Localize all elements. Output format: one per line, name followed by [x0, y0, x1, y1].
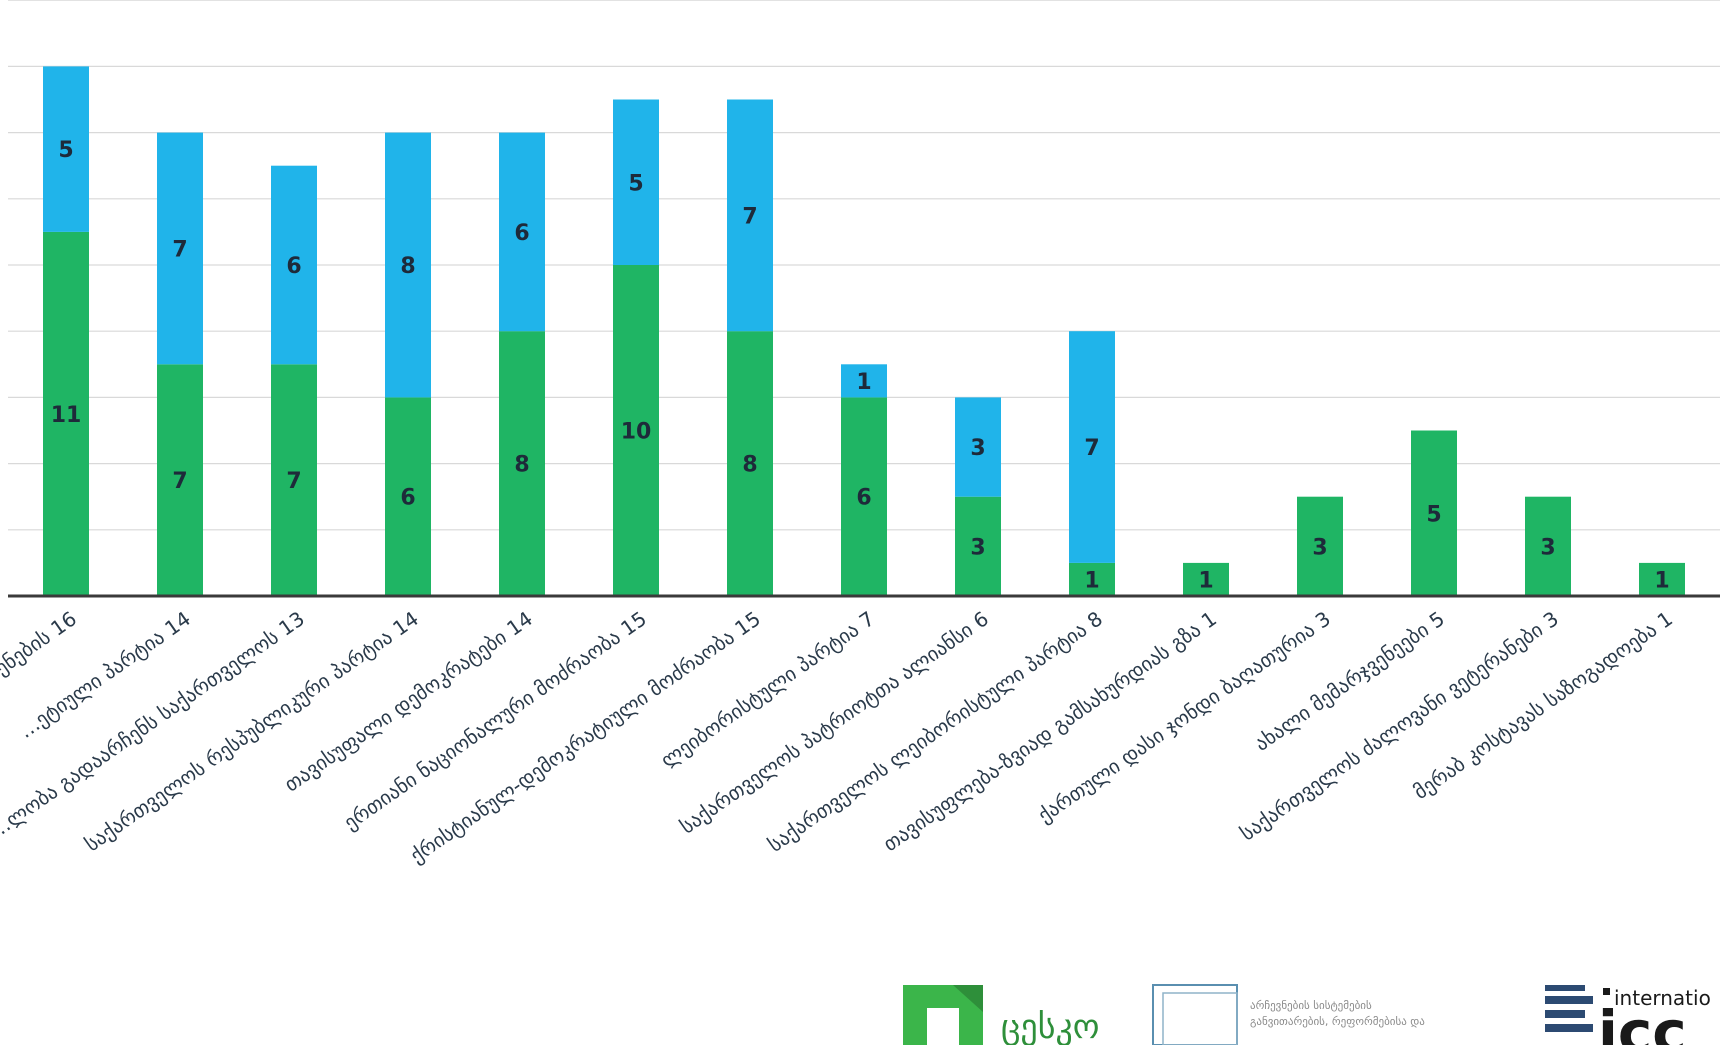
- data-label: 6: [400, 486, 415, 511]
- x-tick-label: ახალი მემარჯვენეები 5: [1250, 606, 1449, 755]
- bar-segment-series-1: [499, 331, 545, 596]
- cesko-logo: ცესკო: [903, 985, 1100, 1045]
- data-label: 5: [628, 171, 643, 196]
- bar-segment-series-1: [385, 397, 431, 596]
- bar-segment-series-2: [955, 397, 1001, 497]
- data-label: 7: [1084, 436, 1099, 461]
- data-label: 3: [1540, 535, 1555, 560]
- bar-segment-series-2: [613, 99, 659, 265]
- category-labels: …ენების 16…ეტიული პარტია 14…ლობა გადაარჩ…: [0, 606, 1677, 867]
- data-label: 3: [970, 436, 985, 461]
- data-label: 7: [172, 237, 187, 262]
- data-label: 7: [172, 469, 187, 494]
- bars: [43, 66, 1685, 596]
- data-label: 5: [1426, 502, 1441, 527]
- bar-segment-series-1: [1639, 562, 1685, 596]
- icc-logo: internatio icc: [1545, 985, 1711, 1045]
- data-label: 6: [856, 486, 871, 511]
- data-label: 1: [856, 370, 871, 395]
- bar-segment-series-2: [385, 132, 431, 398]
- bar-segment-series-1: [1297, 496, 1343, 596]
- center-logo: არჩევნების სისტემების განვითარების, რეფო…: [1152, 984, 1425, 1045]
- bar-segment-series-2: [43, 66, 89, 232]
- center-logo-line-2: განვითარების, რეფორმებისა და: [1250, 1015, 1425, 1028]
- bar-segment-series-1: [1183, 562, 1229, 596]
- data-label: 8: [514, 453, 529, 478]
- data-label: 1: [1198, 568, 1213, 593]
- data-label: 10: [621, 420, 652, 445]
- bar-segment-series-2: [727, 99, 773, 332]
- data-label: 6: [286, 254, 301, 279]
- bar-segment-series-2: [271, 165, 317, 365]
- data-label: 3: [970, 535, 985, 560]
- data-label: 8: [400, 254, 415, 279]
- data-label: 7: [286, 469, 301, 494]
- cesko-logo-text: ცესკო: [1001, 1007, 1100, 1045]
- center-logo-line-1: არჩევნების სისტემების: [1250, 999, 1372, 1012]
- bar-segment-series-1: [1525, 496, 1571, 596]
- data-label: 7: [742, 204, 757, 229]
- bar-segment-series-1: [841, 397, 887, 596]
- bar-segment-series-1: [157, 364, 203, 596]
- bar-segment-series-1: [955, 496, 1001, 596]
- bar-segment-series-2: [1069, 331, 1115, 563]
- data-label: 1: [1084, 568, 1099, 593]
- x-tick-label: ლეიბორისტული პარტია 7: [656, 606, 879, 772]
- data-label: 8: [742, 453, 757, 478]
- bar-segment-series-2: [499, 132, 545, 332]
- bar-segment-series-1: [727, 331, 773, 596]
- bar-segment-series-2: [841, 364, 887, 398]
- bar-segment-series-1: [1411, 430, 1457, 596]
- x-tick-label: …ენების 16: [0, 606, 81, 691]
- data-label: 1: [1654, 568, 1669, 593]
- icc-logo-main: icc: [1598, 998, 1687, 1045]
- icc-logo-top: internatio: [1614, 986, 1711, 1010]
- bar-segment-series-1: [613, 265, 659, 596]
- data-label: 3: [1312, 535, 1327, 560]
- data-label: 5: [58, 138, 73, 163]
- data-label: 6: [514, 221, 529, 246]
- bar-segment-series-1: [1069, 562, 1115, 596]
- data-label: 11: [51, 403, 82, 428]
- bar-segment-series-1: [43, 231, 89, 596]
- bar-segment-series-1: [271, 364, 317, 596]
- bar-segment-series-2: [157, 132, 203, 365]
